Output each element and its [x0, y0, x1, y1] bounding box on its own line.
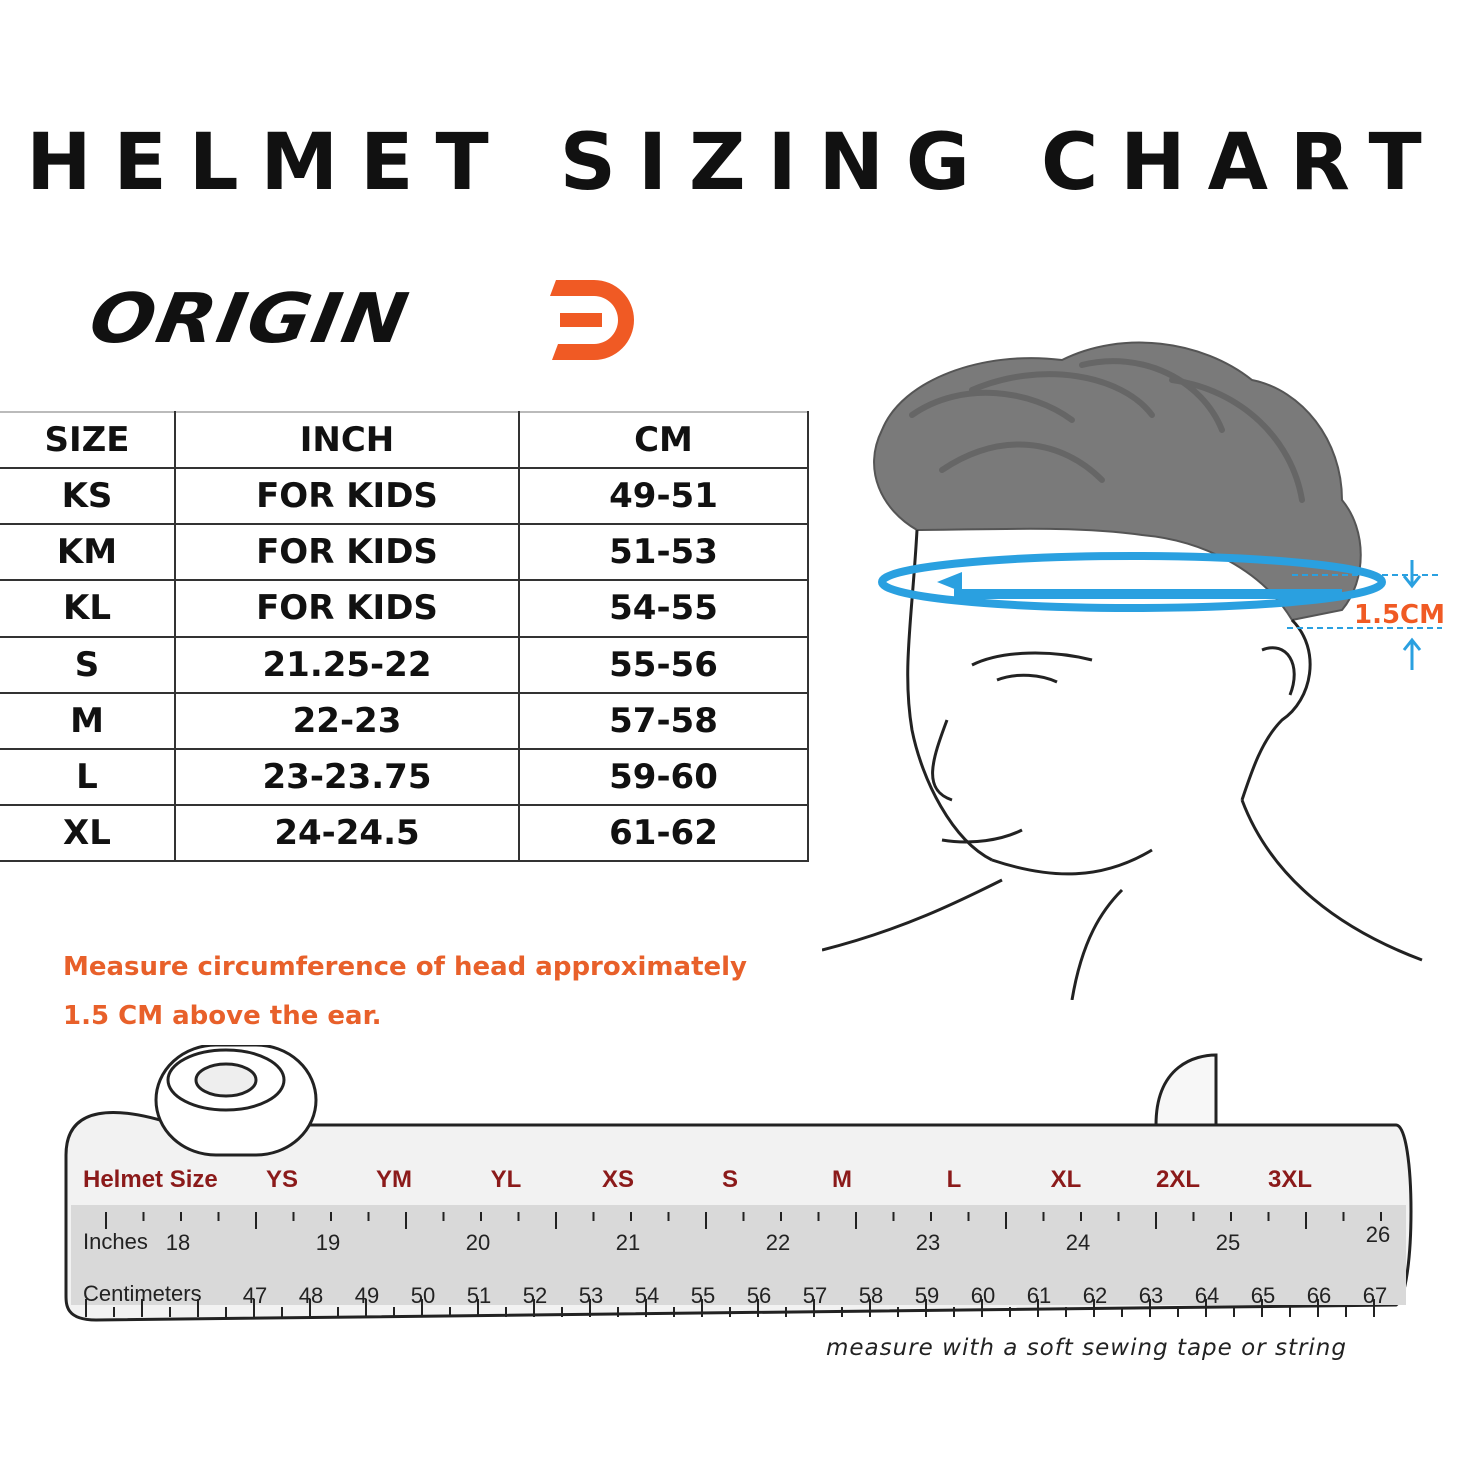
- measuring-tape: Helmet Size Inches Centimeters YS YM YL XS S M L X…: [64, 1045, 1413, 1322]
- centimeters-label: Centimeters: [83, 1281, 202, 1306]
- table-row: M 22-23 57-58: [0, 691, 809, 750]
- tape-inch-mark: 24: [1066, 1230, 1090, 1255]
- table-cell: 54-55: [518, 579, 809, 638]
- measure-note-line2: 1.5 CM above the ear.: [63, 1001, 382, 1031]
- table-cell: 49-51: [518, 467, 809, 526]
- table-header-cell: CM: [518, 410, 809, 470]
- table-cell: 21.25-22: [174, 635, 520, 694]
- table-cell: XL: [0, 803, 176, 863]
- tape-inch-mark: 20: [466, 1230, 490, 1255]
- table-cell: L: [0, 747, 176, 806]
- table-row: KS FOR KIDS 49-51: [0, 467, 809, 526]
- tape-inch-mark: 25: [1216, 1230, 1240, 1255]
- page-title: HELMET SIZING CHART: [26, 118, 1444, 208]
- tape-cm-mark: 61: [1027, 1283, 1051, 1308]
- measure-note-line1: Measure circumference of head approximat…: [63, 952, 747, 982]
- table-cell: M: [0, 691, 176, 750]
- head-illustration: 1.5CM: [822, 341, 1445, 1000]
- table-cell: FOR KIDS: [174, 467, 520, 526]
- tape-helmet-size: M: [832, 1166, 852, 1193]
- tape-cm-mark: 47: [243, 1283, 267, 1308]
- tape-cm-mark: 66: [1307, 1283, 1331, 1308]
- tape-helmet-size: YL: [491, 1166, 522, 1193]
- tape-helmet-size: 2XL: [1156, 1166, 1200, 1193]
- helmet-size-label: Helmet Size: [83, 1166, 218, 1193]
- tape-cm-mark: 53: [579, 1283, 603, 1308]
- tape-helmet-size: 3XL: [1268, 1166, 1312, 1193]
- tape-cm-mark: 56: [747, 1283, 771, 1308]
- table-cell: KM: [0, 523, 176, 582]
- table-cell: 59-60: [518, 747, 809, 806]
- table-header-row: SIZE INCH CM: [0, 410, 809, 470]
- inches-label: Inches: [83, 1229, 148, 1254]
- table-row: KM FOR KIDS 51-53: [0, 523, 809, 582]
- table-cell: 23-23.75: [174, 747, 520, 806]
- tape-inch-mark: 23: [916, 1230, 940, 1255]
- size-table: SIZE INCH CM KS FOR KIDS 49-51 KM FOR KIDS 51-53…: [0, 410, 809, 863]
- tape-cm-mark: 63: [1139, 1283, 1163, 1308]
- tape-helmet-size: XL: [1051, 1166, 1082, 1193]
- tape-inch-mark: 26: [1366, 1222, 1390, 1247]
- origin-logo: ORIGIN: [84, 270, 638, 380]
- tape-cm-mark: 54: [635, 1283, 659, 1308]
- tape-cm-mark: 59: [915, 1283, 939, 1308]
- logo-wordmark: ORIGIN: [83, 278, 416, 359]
- tape-cm-mark: 51: [467, 1283, 491, 1308]
- table-cell: 24-24.5: [174, 803, 520, 863]
- offset-label: 1.5CM: [1354, 600, 1445, 630]
- tape-cm-mark: 60: [971, 1283, 995, 1308]
- tape-cm-mark: 57: [803, 1283, 827, 1308]
- tape-helmet-size: XS: [602, 1166, 634, 1193]
- tape-inch-mark: 22: [766, 1230, 790, 1255]
- tape-cm-mark: 65: [1251, 1283, 1275, 1308]
- table-cell: FOR KIDS: [174, 523, 520, 582]
- tape-cm-mark: 64: [1195, 1283, 1219, 1308]
- tape-caption: measure with a soft sewing tape or strin…: [826, 1335, 1347, 1361]
- tape-cm-mark: 67: [1363, 1283, 1387, 1308]
- table-cell: 57-58: [518, 691, 809, 750]
- table-cell: FOR KIDS: [174, 579, 520, 638]
- tape-helmet-size: S: [722, 1166, 738, 1193]
- tape-cm-mark: 50: [411, 1283, 435, 1308]
- tape-cm-mark: 55: [691, 1283, 715, 1308]
- table-cell: KL: [0, 579, 176, 638]
- tape-inch-mark: 21: [616, 1230, 640, 1255]
- tape-inch-mark: 19: [316, 1230, 340, 1255]
- table-row: KL FOR KIDS 54-55: [0, 579, 809, 638]
- table-cell: 55-56: [518, 635, 809, 694]
- tape-inch-mark: 18: [166, 1230, 190, 1255]
- tape-cm-mark: 52: [523, 1283, 547, 1308]
- table-cell: 22-23: [174, 691, 520, 750]
- tape-cm-mark: 58: [859, 1283, 883, 1308]
- table-header-cell: INCH: [174, 410, 520, 470]
- table-cell: 61-62: [518, 803, 809, 863]
- table-row: L 23-23.75 59-60: [0, 747, 809, 806]
- logo-mark-icon: [550, 280, 634, 360]
- table-cell: KS: [0, 467, 176, 526]
- tape-cm-mark: 48: [299, 1283, 323, 1308]
- table-header-cell: SIZE: [0, 410, 176, 470]
- table-row: S 21.25-22 55-56: [0, 635, 809, 694]
- table-row: XL 24-24.5 61-62: [0, 803, 809, 863]
- tape-cm-mark: 62: [1083, 1283, 1107, 1308]
- table-cell: 51-53: [518, 523, 809, 582]
- tape-helmet-size: YS: [266, 1166, 298, 1193]
- tape-helmet-size: YM: [376, 1166, 412, 1193]
- tape-helmet-size: L: [947, 1166, 962, 1193]
- table-cell: S: [0, 635, 176, 694]
- tape-cm-mark: 49: [355, 1283, 379, 1308]
